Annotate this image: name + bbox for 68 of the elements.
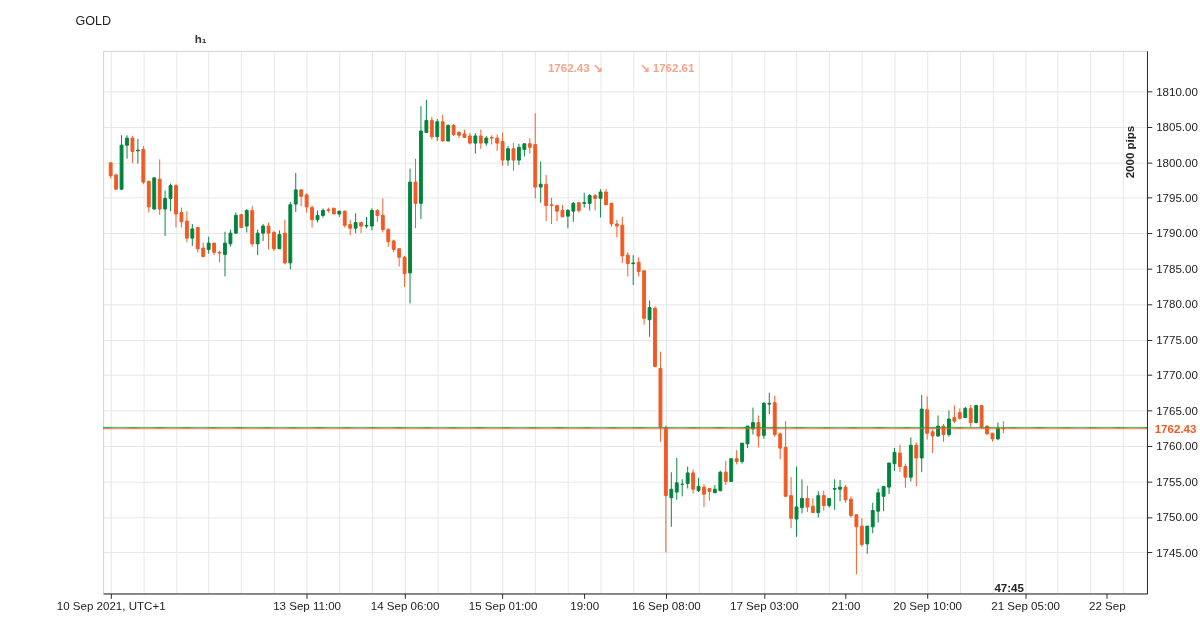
candlestick (685, 466, 690, 489)
x-tick-label: 19:00 (570, 600, 600, 613)
text: h₁ (194, 33, 207, 46)
x-tick-label: 16 Sep 08:00 (632, 600, 701, 613)
candlestick (190, 223, 195, 247)
candlestick (429, 116, 434, 140)
candlestick (277, 229, 282, 250)
annotation: 1762.43 ↘ (547, 62, 603, 75)
candlestick (359, 221, 363, 234)
candlestick (402, 255, 407, 288)
candlestick (598, 188, 603, 219)
x-tick-label: 17 Sep 03:00 (729, 600, 799, 613)
candlestick (582, 192, 587, 209)
y-tick-label: 1785.00 (1156, 262, 1198, 275)
candlestick (353, 212, 358, 234)
candlestick (631, 254, 636, 286)
candlestick (821, 490, 826, 511)
x-tick-label: 22 Sep (1088, 600, 1126, 613)
x-tick-label: 21:00 (831, 600, 861, 613)
candlestick (914, 441, 919, 487)
chart-title: GOLD (75, 13, 111, 28)
annotation: 2000 pips (1124, 125, 1137, 179)
x-tick-label: 20 Sep 10:00 (893, 600, 962, 613)
candlestick (691, 468, 696, 494)
x-tick-label: 15 Sep 01:00 (468, 600, 538, 613)
y-tick-label: 1810.00 (1156, 85, 1198, 98)
y-tick-label: 1790.00 (1156, 227, 1198, 240)
candlestick (674, 457, 679, 501)
candlestick (669, 471, 674, 528)
y-tick-label: 1805.00 (1156, 121, 1198, 134)
candlestick (506, 145, 510, 167)
candlestick (859, 517, 864, 548)
candlestick (440, 114, 445, 143)
y-tick-label: 1765.00 (1156, 404, 1198, 417)
y-tick-label: 1755.00 (1156, 475, 1198, 488)
y-tick-label: 1775.00 (1156, 333, 1198, 346)
x-tick-label: 13 Sep 11:00 (273, 600, 342, 613)
y-tick-label: 1760.00 (1156, 440, 1198, 453)
candlestick (647, 300, 652, 338)
candlestick (473, 132, 478, 155)
y-tick-label: 1795.00 (1156, 192, 1198, 205)
x-tick-label: 21 Sep 05:00 (991, 600, 1060, 613)
x-tick-label: 14 Sep 06:00 (370, 600, 440, 613)
candlestick (729, 458, 734, 482)
candlestick (413, 158, 418, 229)
y-tick-label: 1770.00 (1156, 369, 1198, 382)
candlestick (538, 161, 543, 204)
candlestick (244, 208, 249, 233)
candlestick (816, 490, 821, 519)
candlestick (478, 129, 483, 150)
candlestick (723, 460, 728, 486)
annotation: ↘ 1762.61 (639, 62, 696, 75)
x-tick-label: 10 Sep 2021, UTC+1 (56, 600, 166, 613)
ref-line-label: 1762.43 (1154, 422, 1197, 435)
candlestick (947, 410, 951, 438)
candlestick (435, 118, 440, 142)
candlestick (130, 135, 135, 164)
y-tick-label: 1750.00 (1156, 511, 1198, 524)
y-tick-label: 1745.00 (1156, 546, 1198, 559)
annotation: 47:45 (994, 581, 1025, 594)
y-tick-label: 1780.00 (1156, 298, 1198, 311)
candlestick (511, 142, 516, 172)
candlestick (865, 525, 870, 555)
candlestick (593, 193, 598, 211)
candlestick (293, 172, 298, 213)
y-tick-label: 1800.00 (1156, 156, 1198, 169)
candlestick (625, 251, 630, 277)
candlestick (135, 138, 140, 165)
